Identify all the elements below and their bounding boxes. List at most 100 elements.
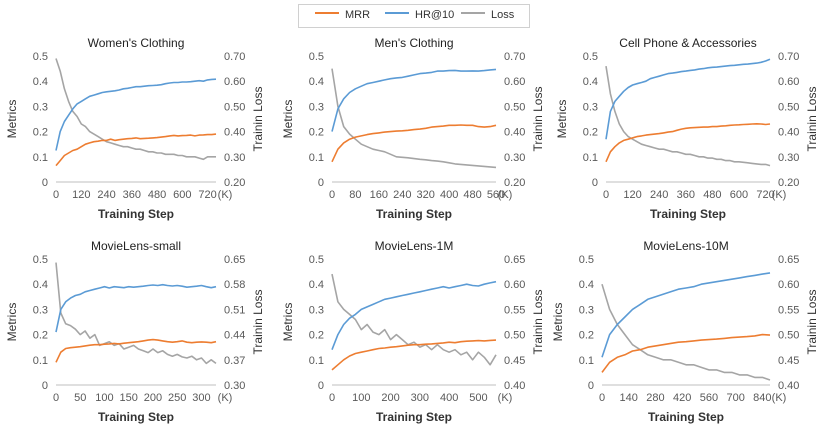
x-tick-label: 400 — [440, 392, 458, 404]
legend-loss-label: Loss — [491, 9, 515, 21]
x-unit-label: (K) — [218, 392, 233, 404]
y-tick-label: 0 — [318, 177, 324, 189]
y2-tick-label: 0.60 — [504, 76, 525, 88]
x-tick-label: 500 — [469, 392, 487, 404]
chart-title: Women's Clothing — [88, 36, 185, 50]
y-axis-title: Metrics — [551, 303, 565, 342]
y-tick-label: 0.1 — [309, 152, 324, 164]
y2-tick-label: 0.58 — [224, 279, 245, 291]
chart-panel-1: Women's Clothing 0 0.1 0.2 0.3 0.4 0.5 0.20 0.30… — [5, 36, 265, 221]
series-line-loss — [331, 68, 497, 169]
y2-tick-label: 0.20 — [504, 177, 525, 189]
chart-title: MovieLens-small — [91, 239, 181, 253]
y2-tick-label: 0.45 — [504, 355, 525, 367]
x-unit-label: (K) — [498, 189, 513, 201]
chart-panel-6: MovieLens-10M 0 0.1 0.2 0.3 0.4 0.5 0.40 0.45 0.5… — [551, 239, 819, 424]
x-axis-title: Training Step — [376, 207, 452, 221]
x-tick-label: 600 — [173, 189, 191, 201]
series-line-loss — [331, 273, 497, 366]
x-tick-label: 360 — [677, 189, 695, 201]
legend-mrr-swatch — [315, 12, 339, 14]
x-axis-title: Training Step — [648, 410, 724, 424]
x-tick-label: 280 — [646, 392, 664, 404]
x-tick-label: 100 — [352, 392, 370, 404]
x-tick-label: 240 — [650, 189, 668, 201]
y2-tick-label: 0.65 — [224, 254, 245, 266]
x-unit-label: (K) — [498, 392, 513, 404]
series-line-hr10 — [55, 78, 217, 151]
x-tick-label: 720 — [756, 189, 774, 201]
y2-tick-label: 0.30 — [778, 152, 799, 164]
legend: MRR HR@10 Loss — [298, 4, 530, 28]
y2-tick-label: 0.30 — [224, 152, 245, 164]
x-tick-label: 200 — [381, 392, 399, 404]
y-tick-label: 0 — [588, 380, 594, 392]
chart-title: MovieLens-10M — [643, 239, 728, 253]
x-tick-label: 0 — [53, 189, 59, 201]
x-tick-label: 200 — [144, 392, 162, 404]
series-line-hr10 — [331, 280, 497, 350]
legend-mrr-label: MRR — [345, 9, 371, 21]
chart-title: Cell Phone & Accessories — [619, 36, 756, 50]
y2-tick-label: 0.55 — [778, 304, 799, 316]
y-tick-label: 0.4 — [309, 279, 324, 291]
y-tick-label: 0.5 — [33, 254, 48, 266]
y-axis-title: Metrics — [5, 100, 19, 139]
y-axis-title: Metrics — [5, 303, 19, 342]
y2-tick-label: 0.40 — [224, 127, 245, 139]
y2-tick-label: 0.50 — [778, 330, 799, 342]
y-tick-label: 0 — [592, 177, 598, 189]
x-axis-title: Training Step — [376, 410, 452, 424]
y-tick-label: 0 — [318, 380, 324, 392]
series-line-hr10 — [605, 58, 771, 140]
y-tick-label: 0.3 — [33, 101, 48, 113]
chart-title: Men's Clothing — [375, 36, 454, 50]
x-tick-label: 480 — [148, 189, 166, 201]
y-tick-label: 0.4 — [33, 76, 48, 88]
x-tick-label: 700 — [726, 392, 744, 404]
y-tick-label: 0.2 — [309, 330, 324, 342]
y-tick-label: 0.4 — [579, 279, 594, 291]
y-tick-label: 0 — [42, 177, 48, 189]
y-tick-label: 0.2 — [33, 330, 48, 342]
y-tick-label: 0.3 — [309, 101, 324, 113]
y2-tick-label: 0.45 — [778, 355, 799, 367]
y-tick-label: 0.3 — [33, 304, 48, 316]
y2-tick-label: 0.70 — [504, 51, 525, 63]
y2-axis-title: Trainin Loss — [251, 290, 265, 355]
y2-tick-label: 0.40 — [504, 127, 525, 139]
x-tick-label: 80 — [349, 189, 361, 201]
y2-axis-title: Trainin Loss — [531, 290, 545, 355]
series-line-loss — [55, 58, 216, 161]
series-line-mrr — [55, 338, 217, 363]
y2-tick-label: 0.60 — [224, 76, 245, 88]
y-tick-label: 0.3 — [309, 304, 324, 316]
x-tick-label: 140 — [620, 392, 638, 404]
y2-tick-label: 0.30 — [224, 380, 245, 392]
y2-tick-label: 0.40 — [504, 380, 525, 392]
y-tick-label: 0.4 — [33, 279, 48, 291]
series-line-mrr — [55, 133, 217, 167]
y-tick-label: 0.5 — [309, 254, 324, 266]
x-tick-label: 240 — [393, 189, 411, 201]
x-tick-label: 300 — [411, 392, 429, 404]
y-tick-label: 0.5 — [33, 51, 48, 63]
x-tick-label: 420 — [673, 392, 691, 404]
y-tick-label: 0.5 — [583, 51, 598, 63]
x-tick-label: 300 — [192, 392, 210, 404]
series-line-mrr — [331, 339, 497, 371]
y2-tick-label: 0.50 — [504, 330, 525, 342]
y-tick-label: 0.3 — [579, 304, 594, 316]
chart-panel-5: MovieLens-1M 0 0.1 0.2 0.3 0.4 0.5 0.40 0.45 0.50… — [281, 239, 545, 424]
y-tick-label: 0.4 — [583, 76, 598, 88]
y2-tick-label: 0.55 — [504, 304, 525, 316]
y-tick-label: 0.1 — [309, 355, 324, 367]
y-tick-label: 0.5 — [579, 254, 594, 266]
series-line-hr10 — [55, 283, 217, 333]
series-line-loss — [601, 283, 771, 381]
y-tick-label: 0.2 — [579, 330, 594, 342]
x-axis-title: Training Step — [98, 207, 174, 221]
y2-tick-label: 0.60 — [778, 76, 799, 88]
